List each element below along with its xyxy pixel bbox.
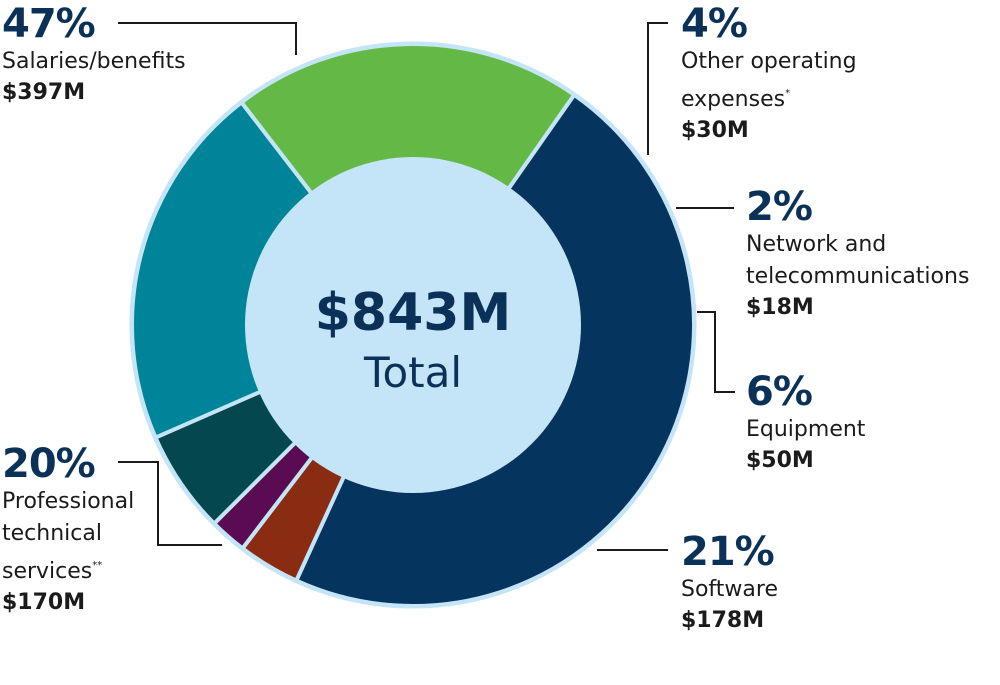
donut-slices (129, 41, 697, 609)
network-amount: $18M (746, 295, 814, 320)
other-footnote-mark: * (785, 88, 791, 99)
network-percent: 2% (746, 184, 813, 230)
professional-amount: $170M (2, 590, 86, 615)
other-amount: $30M (681, 118, 749, 143)
leader-line-equipment (697, 311, 735, 393)
software-amount: $178M (681, 608, 765, 633)
professional-footnote-mark: ** (92, 560, 103, 571)
donut-outer-ring (129, 41, 697, 609)
other-label-line2-text: expenses (681, 87, 786, 112)
network-label-line2: telecommunications (746, 264, 970, 289)
callout-professional: 20% Professional technical services** $1… (2, 442, 134, 618)
leader-line-salaries (118, 22, 297, 55)
callout-other-operating: 4% Other operating expenses* $30M (681, 2, 857, 146)
other-label-line2: expenses* (681, 78, 857, 116)
equipment-percent: 6% (746, 369, 813, 415)
professional-percent: 20% (2, 441, 96, 487)
leader-line-professional (118, 461, 222, 546)
professional-label-line3-text: services (2, 559, 93, 584)
donut-hole (245, 157, 581, 493)
salaries-amount: $397M (2, 80, 86, 105)
other-label-line1: Other operating (681, 49, 857, 74)
software-percent: 21% (681, 529, 775, 575)
software-label: Software (681, 577, 778, 602)
equipment-amount: $50M (746, 448, 814, 473)
callout-network: 2% Network and telecommunications $18M (746, 185, 969, 323)
professional-label-line3: services** (2, 550, 134, 588)
leader-lines (118, 22, 735, 551)
center-total-label: Total (363, 348, 462, 397)
professional-label-line2: technical (2, 521, 102, 546)
equipment-label: Equipment (746, 417, 866, 442)
salaries-percent: 47% (2, 1, 96, 47)
leader-line-other (647, 22, 668, 155)
salaries-label: Salaries/benefits (2, 49, 186, 74)
callout-software: 21% Software $178M (681, 530, 778, 636)
callout-salaries: 47% Salaries/benefits $397M (2, 2, 186, 108)
callout-equipment: 6% Equipment $50M (746, 370, 865, 476)
center-total-value: $843M (315, 283, 511, 343)
other-percent: 4% (681, 1, 748, 47)
network-label-line1: Network and (746, 232, 887, 257)
professional-label-line1: Professional (2, 489, 135, 514)
